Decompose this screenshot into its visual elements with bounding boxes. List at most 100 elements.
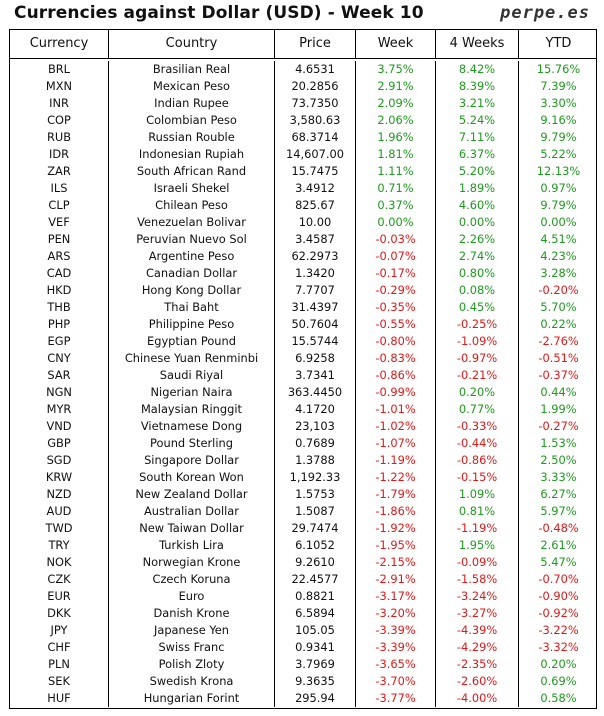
cell-ytd-change: 4.23% [540, 249, 577, 263]
cell-country: Pound Sterling [109, 435, 275, 452]
cell-country: Singapore Dollar [109, 452, 275, 469]
cell-ytd-change: -0.92% [538, 606, 579, 620]
cell-week-change: -3.17% [356, 588, 436, 605]
cell-currency-code: SAR [10, 367, 109, 384]
cell-ytd-change: 2.61% [540, 538, 577, 552]
cell-ytd-change: 15.76% [536, 62, 581, 76]
cell-price: 4.6531 [275, 61, 356, 78]
cell-4-weeks-change: -4.29% [436, 639, 519, 656]
cell-week-change: -2.91% [356, 571, 436, 588]
cell-price: 1.5087 [275, 503, 356, 520]
cell-currency-code: JPY [10, 622, 109, 639]
table-row: NGN Nigerian Naira 363.4450 -0.99% 0.20% 0.44… [10, 384, 596, 401]
cell-price: 31.4397 [275, 299, 356, 316]
cell-price: 1,192.33 [275, 469, 356, 486]
cell-currency-code: NOK [10, 554, 109, 571]
cell-country: Chinese Yuan Renminbi [109, 350, 275, 367]
cell-price: 6.5894 [275, 605, 356, 622]
cell-week-change: -3.20% [356, 605, 436, 622]
cell-ytd-change: 0.20% [540, 657, 577, 671]
cell-ytd-change: -0.20% [538, 283, 579, 297]
cell-4-weeks-change: -4.00% [436, 690, 519, 707]
cell-price: 3,580.63 [275, 112, 356, 129]
cell-ytd-change: 2.50% [540, 453, 577, 467]
cell-currency-code: KRW [10, 469, 109, 486]
cell-currency-code: MYR [10, 401, 109, 418]
cell-week-change: 2.91% [356, 78, 436, 95]
cell-currency-code: ARS [10, 248, 109, 265]
cell-4-weeks-change: 1.89% [436, 180, 519, 197]
cell-week-change: -3.39% [356, 639, 436, 656]
cell-price: 4.1720 [275, 401, 356, 418]
cell-ytd-change: 0.58% [540, 691, 577, 705]
cell-ytd-change: 3.28% [540, 266, 577, 280]
cell-ytd-change: 9.79% [540, 130, 577, 144]
cell-4-weeks-change: 6.37% [436, 146, 519, 163]
cell-country: Australian Dollar [109, 503, 275, 520]
cell-ytd-change: 5.97% [540, 504, 577, 518]
table-row: DKK Danish Krone 6.5894 -3.20% -3.27% -0.92% [10, 605, 596, 622]
cell-ytd-change: 0.97% [540, 181, 577, 195]
table-row: MYR Malaysian Ringgit 4.1720 -1.01% 0.77% 1.9… [10, 401, 596, 418]
cell-week-change: 0.71% [356, 180, 436, 197]
cell-4-weeks-change: -0.09% [436, 554, 519, 571]
cell-ytd-change: 5.22% [540, 147, 577, 161]
cell-country: New Zealand Dollar [109, 486, 275, 503]
cell-week-change: 1.81% [356, 146, 436, 163]
cell-week-change: -0.99% [356, 384, 436, 401]
cell-currency-code: THB [10, 299, 109, 316]
cell-week-change: -1.79% [356, 486, 436, 503]
table-row: VEF Venezuelan Bolivar 10.00 0.00% 0.00% 0.00… [10, 214, 596, 231]
cell-currency-code: CZK [10, 571, 109, 588]
cell-country: Indonesian Rupiah [109, 146, 275, 163]
cell-price: 0.8821 [275, 588, 356, 605]
cell-ytd-change: 6.27% [540, 487, 577, 501]
cell-price: 3.7969 [275, 656, 356, 673]
cell-ytd-change: 5.70% [540, 300, 577, 314]
cell-price: 7.7707 [275, 282, 356, 299]
cell-week-change: -3.70% [356, 673, 436, 690]
cell-country: Danish Krone [109, 605, 275, 622]
cell-currency-code: HUF [10, 690, 109, 707]
cell-4-weeks-change: 1.09% [436, 486, 519, 503]
cell-country: Saudi Riyal [109, 367, 275, 384]
cell-week-change: 2.09% [356, 95, 436, 112]
cell-price: 0.7689 [275, 435, 356, 452]
cell-week-change: -0.03% [356, 231, 436, 248]
cell-ytd-change: 9.79% [540, 198, 577, 212]
cell-price: 3.7341 [275, 367, 356, 384]
cell-country: Turkish Lira [109, 537, 275, 554]
cell-currency-code: EUR [10, 588, 109, 605]
cell-week-change: -1.22% [356, 469, 436, 486]
cell-country: Norwegian Krone [109, 554, 275, 571]
table-row: ARS Argentine Peso 62.2973 -0.07% 2.74% 4.23% [10, 248, 596, 265]
table-row: EGP Egyptian Pound 15.5744 -0.80% -1.09% -2.7… [10, 333, 596, 350]
cell-4-weeks-change: -0.97% [436, 350, 519, 367]
cell-4-weeks-change: -2.35% [436, 656, 519, 673]
cell-4-weeks-change: -2.60% [436, 673, 519, 690]
cell-4-weeks-change: 2.74% [436, 248, 519, 265]
cell-country: New Taiwan Dollar [109, 520, 275, 537]
cell-currency-code: TRY [10, 537, 109, 554]
table-row: EUR Euro 0.8821 -3.17% -3.24% -0.90% [10, 588, 596, 605]
cell-ytd-change: -0.27% [538, 419, 579, 433]
cell-country: Russian Rouble [109, 129, 275, 146]
cell-4-weeks-change: -3.27% [436, 605, 519, 622]
table-row: CAD Canadian Dollar 1.3420 -0.17% 0.80% 3.28% [10, 265, 596, 282]
cell-ytd-change: 9.16% [540, 113, 577, 127]
cell-4-weeks-change: 0.81% [436, 503, 519, 520]
table-row: TRY Turkish Lira 6.1052 -1.95% 1.95% 2.61% [10, 537, 596, 554]
cell-4-weeks-change: -0.86% [436, 452, 519, 469]
cell-week-change: -0.29% [356, 282, 436, 299]
cell-4-weeks-change: -1.58% [436, 571, 519, 588]
cell-week-change: -1.02% [356, 418, 436, 435]
cell-4-weeks-change: 5.24% [436, 112, 519, 129]
cell-price: 62.2973 [275, 248, 356, 265]
cell-4-weeks-change: 0.77% [436, 401, 519, 418]
table-row: CLP Chilean Peso 825.67 0.37% 4.60% 9.79% [10, 197, 596, 214]
cell-4-weeks-change: -0.25% [436, 316, 519, 333]
cell-4-weeks-change: 0.45% [436, 299, 519, 316]
cell-country: Argentine Peso [109, 248, 275, 265]
brand-watermark: perpe.es [500, 3, 590, 23]
cell-4-weeks-change: -4.39% [436, 622, 519, 639]
